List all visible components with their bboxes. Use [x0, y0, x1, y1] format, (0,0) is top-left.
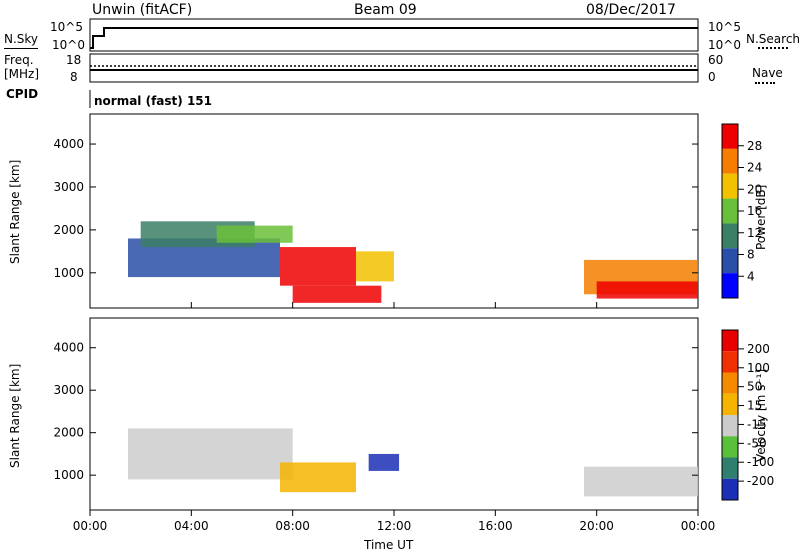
power-region-5 [356, 251, 394, 282]
date-title: 08/Dec/2017 [586, 2, 676, 18]
x-tick-label-3: 12:00 [377, 519, 412, 533]
velocity-colorbar-swatch-3 [722, 393, 738, 415]
sky-right-tick-bottom: 10^0 [708, 38, 741, 52]
velocity-region-2 [368, 453, 400, 471]
power-region-7 [596, 281, 698, 299]
power-panel: 4000 3000 2000 1000 [53, 113, 699, 309]
velocity-region-3 [584, 466, 698, 497]
nsky-label: N.Sky [4, 32, 39, 46]
power-ytick-label-1: 3000 [53, 180, 84, 194]
freq-units-label: [MHz] [4, 67, 40, 81]
power-colorbar-swatch-5 [722, 248, 738, 274]
sky-panel-frame [89, 18, 699, 52]
velocity-ytick-label-1: 3000 [53, 383, 84, 397]
velocity-colorbar-tick-label-3: 15 [747, 399, 762, 413]
power-colorbar-tick-label-5: 8 [747, 248, 755, 262]
nave-label: Nave [752, 66, 783, 80]
power-colorbar-swatch-6 [722, 273, 738, 298]
velocity-panel: 4000 3000 2000 1000 [53, 317, 699, 511]
freq-label: Freq. [4, 53, 34, 67]
power-ytick-label-3: 1000 [53, 266, 84, 280]
sky-trace [90, 27, 698, 49]
power-colorbar-tick-label-6: 4 [747, 269, 755, 283]
velocity-colorbar-tick-label-4: -15 [747, 417, 767, 431]
sky-left-tick-top: 10^5 [50, 20, 83, 34]
nave-dotted-line [755, 82, 775, 84]
nsky-underline [4, 48, 38, 49]
nave-tick-top: 60 [708, 53, 724, 67]
nave-tick-bottom: 0 [708, 70, 716, 84]
power-colorbar-tick-label-1: 24 [747, 161, 762, 175]
velocity-region-1 [280, 462, 356, 493]
freq-tick-top: 18 [66, 53, 82, 67]
velocity-colorbar-swatch-5 [722, 436, 738, 458]
beam-title: Beam 09 [354, 2, 417, 18]
power-region-2 [216, 225, 293, 243]
x-tick-label-2: 08:00 [275, 519, 310, 533]
velocity-colorbar-swatch-4 [722, 415, 738, 437]
x-tick-label-1: 04:00 [174, 519, 209, 533]
power-ytick-label-0: 4000 [53, 137, 84, 151]
power-colorbar-tick-label-4: 12 [747, 226, 762, 240]
velocity-colorbar-tick-label-6: -100 [747, 455, 774, 469]
velocity-colorbar-frame [721, 329, 739, 501]
power-ytick-label-2: 2000 [53, 223, 84, 237]
velocity-ytick-label-3: 1000 [53, 468, 84, 482]
velocity-ytick-label-2: 2000 [53, 426, 84, 440]
x-tick-label-4: 16:00 [478, 519, 513, 533]
power-colorbar-tick-label-2: 20 [747, 182, 762, 196]
colorbars: 28 24 20 16 12 8 4 200 100 50 15 -15 -50 -100 -200 [721, 123, 774, 501]
velocity-colorbar-swatch-2 [722, 372, 738, 394]
velocity-ytick-label-0: 4000 [53, 341, 84, 355]
power-colorbar-swatch-2 [722, 173, 738, 199]
x-axis: 00:00 04:00 08:00 12:00 16:00 20:00 00:00 [73, 302, 716, 533]
x-axis-label: Time UT [364, 538, 414, 552]
velocity-colorbar-tick-label-1: 100 [747, 361, 770, 375]
sky-panel [89, 18, 699, 52]
velocity-colorbar-swatch-1 [722, 351, 738, 373]
nsearch-label: N.Search [746, 32, 800, 46]
freq-tick-bottom: 8 [70, 70, 78, 84]
cpid-value: normal (fast) 151 [94, 94, 212, 108]
power-region-3 [280, 247, 356, 286]
sky-left-tick-bottom: 10^0 [52, 38, 85, 52]
velocity-colorbar-tick-label-2: 50 [747, 380, 762, 394]
nsearch-dotted-line [758, 47, 788, 49]
velocity-region-0 [128, 428, 293, 480]
station-title: Unwin (fitACF) [92, 2, 193, 18]
velocity-colorbar-swatch-7 [722, 478, 738, 500]
velocity-colorbar-tick-label-7: -200 [747, 474, 774, 488]
power-region-4 [292, 285, 382, 303]
sky-right-tick-top: 10^5 [708, 20, 741, 34]
x-tick-label-6: 00:00 [681, 519, 716, 533]
velocity-colorbar-tick-label-5: -50 [747, 436, 767, 450]
power-colorbar-swatch-1 [722, 148, 738, 174]
velocity-colorbar-swatch-6 [722, 457, 738, 479]
power-colorbar-tick-label-3: 16 [747, 204, 762, 218]
cpid-label: CPID [6, 87, 39, 101]
freq-panel-frame [89, 53, 699, 83]
freq-panel [89, 53, 699, 108]
x-tick-label-5: 20:00 [579, 519, 614, 533]
velocity-colorbar-swatch-0 [722, 330, 738, 352]
power-colorbar-swatch-4 [722, 223, 738, 249]
x-tick-label-0: 00:00 [73, 519, 108, 533]
power-colorbar-swatch-0 [722, 124, 738, 149]
velocity-colorbar-tick-label-0: 200 [747, 342, 770, 356]
power-colorbar-tick-label-0: 28 [747, 139, 762, 153]
power-colorbar-swatch-3 [722, 198, 738, 224]
